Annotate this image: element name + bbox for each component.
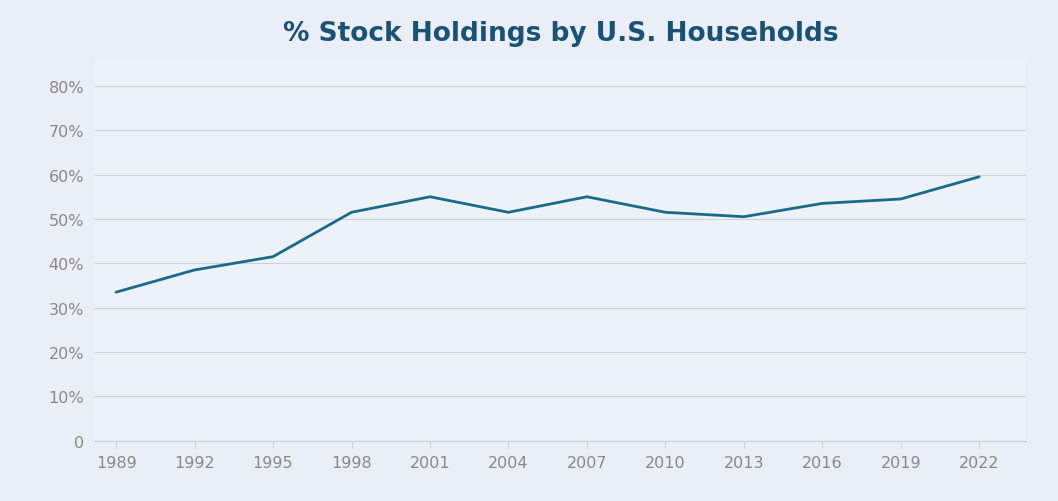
Title: % Stock Holdings by U.S. Households: % Stock Holdings by U.S. Households [282,21,839,47]
